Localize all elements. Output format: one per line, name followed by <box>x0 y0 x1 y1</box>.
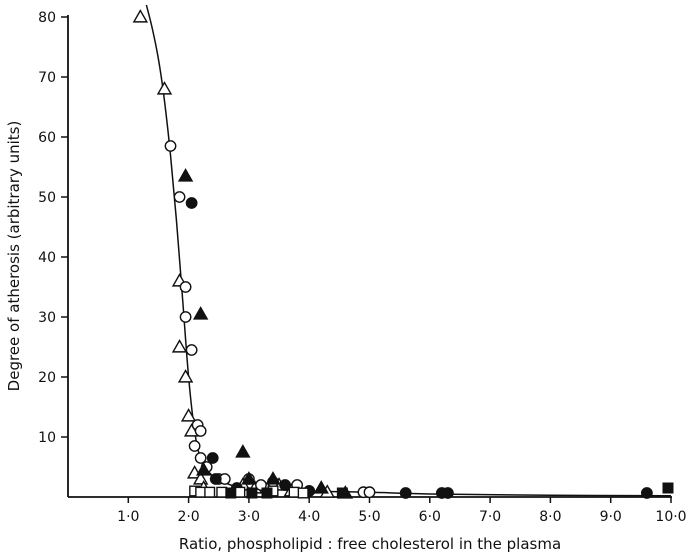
filled-square-point <box>662 482 674 494</box>
filled-circle-point <box>640 487 653 499</box>
x-tick-label: 5·0 <box>358 509 380 525</box>
open-circle-point <box>194 425 207 437</box>
open-circle-point <box>173 191 186 203</box>
filled-square-point <box>336 487 348 499</box>
y-tick-label: 80 <box>38 10 56 26</box>
chart-axes <box>67 15 672 498</box>
y-ticks: 10 20 30 40 50 60 70 80 <box>38 10 68 446</box>
open-triangle-point <box>132 9 149 23</box>
x-tick-label: 9·0 <box>600 509 622 525</box>
y-tick-label: 10 <box>38 430 56 446</box>
filled-circle-point <box>399 487 412 499</box>
open-circle-point <box>164 140 177 152</box>
open-square-point <box>288 486 300 498</box>
filled-triangle-point <box>177 168 194 182</box>
x-tick-label: 6·0 <box>419 509 441 525</box>
filled-square-point <box>246 487 258 499</box>
open-circle-point <box>179 281 192 293</box>
open-circle-point <box>185 344 198 356</box>
x-tick-label: 8·0 <box>539 509 561 525</box>
filled-triangle-point <box>195 462 212 476</box>
filled-circle-point <box>206 452 219 464</box>
y-tick-label: 20 <box>38 370 56 386</box>
x-ticks: 1·0 2·0 3·0 4·0 5·0 6·0 7·0 8·0 9·0 10·0 <box>117 497 687 525</box>
x-tick-label: 10·0 <box>655 509 686 525</box>
x-tick-label: 2·0 <box>177 509 199 525</box>
y-tick-label: 60 <box>38 130 56 146</box>
filled-triangle-point <box>192 306 209 320</box>
filled-circle-point <box>209 473 222 485</box>
y-axis-title: Degree of atherosis (arbitrary units) <box>5 121 23 392</box>
open-circle-point <box>179 311 192 323</box>
data-points <box>132 9 674 499</box>
open-circle-point <box>194 452 207 464</box>
open-triangle-point <box>177 369 194 383</box>
open-triangle-point <box>180 408 197 422</box>
filled-square-point <box>261 487 273 499</box>
open-square-point <box>234 486 246 498</box>
filled-circle-point <box>185 197 198 209</box>
open-circle-point <box>188 440 201 452</box>
fitted-curve <box>145 4 672 497</box>
y-tick-label: 30 <box>38 310 56 326</box>
open-triangle-point <box>171 339 188 353</box>
x-axis-title: Ratio, phospholipid : free cholesterol i… <box>179 535 561 553</box>
y-tick-label: 70 <box>38 70 56 86</box>
open-square-point <box>195 486 207 498</box>
filled-triangle-point <box>265 471 281 485</box>
filled-triangle-point <box>235 444 251 458</box>
open-square-point <box>204 486 216 498</box>
filled-circle-point <box>279 479 291 491</box>
x-tick-label: 1·0 <box>117 509 139 525</box>
open-circle-point <box>363 486 376 499</box>
open-square-point <box>297 487 309 499</box>
filled-square-point <box>225 487 237 499</box>
y-tick-label: 40 <box>38 250 56 266</box>
filled-circle-point <box>441 487 454 499</box>
filled-triangle-point <box>313 480 329 494</box>
y-tick-label: 50 <box>38 190 56 206</box>
x-tick-label: 4·0 <box>298 509 320 525</box>
x-tick-label: 7·0 <box>479 509 501 525</box>
open-triangle-point <box>156 81 173 95</box>
open-square-point <box>216 486 228 498</box>
x-tick-label: 3·0 <box>238 509 260 525</box>
filled-triangle-point <box>241 471 257 485</box>
